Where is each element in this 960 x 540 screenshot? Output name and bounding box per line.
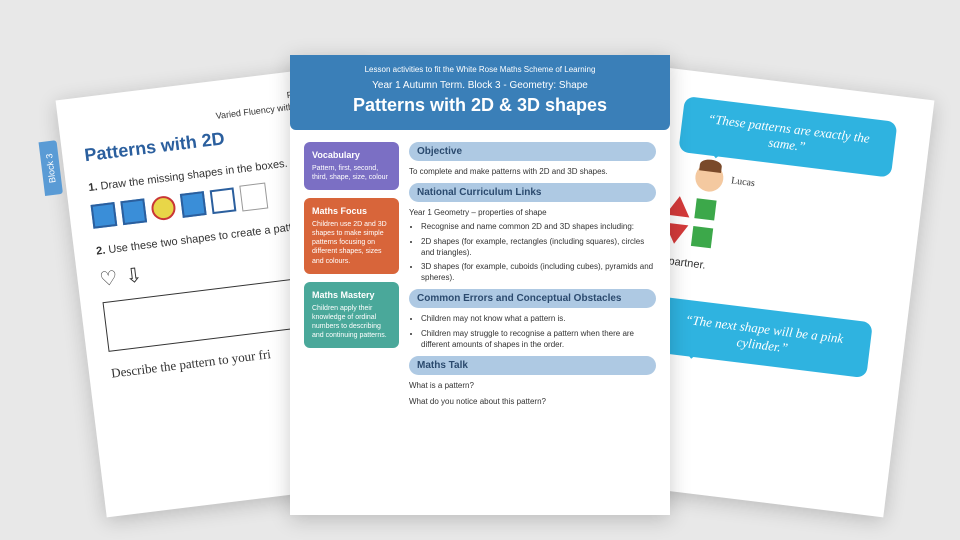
avatar-name: Lucas — [731, 175, 756, 189]
ncl-bullet: 2D shapes (for example, rectangles (incl… — [421, 236, 656, 258]
vocab-card: Vocabulary Pattern, first, second, third… — [304, 142, 399, 190]
mastery-card: Maths Mastery Children apply their knowl… — [304, 282, 399, 348]
square-green — [694, 198, 716, 220]
errors-heading: Common Errors and Conceptual Obstacles — [409, 289, 656, 308]
arrow-down-icon: ⇩ — [124, 262, 144, 289]
answer-box — [239, 183, 268, 212]
mastery-text: Children apply their knowledge of ordina… — [312, 304, 391, 340]
ncl-body: Year 1 Geometry – properties of shape Re… — [409, 207, 656, 283]
mastery-heading: Maths Mastery — [312, 290, 391, 300]
speech-bubble-2: “The next shape will be a pink cylinder.… — [654, 297, 873, 379]
heart-icon: ♡ — [98, 265, 119, 292]
lesson-plan-center: Lesson activities to fit the White Rose … — [290, 55, 670, 515]
focus-heading: Maths Focus — [312, 206, 391, 216]
objective-heading: Objective — [409, 142, 656, 161]
center-title: Patterns with 2D & 3D shapes — [308, 95, 652, 116]
talk-q2: What do you notice about this pattern? — [409, 396, 656, 407]
talk-heading: Maths Talk — [409, 356, 656, 375]
ncl-heading: National Curriculum Links — [409, 183, 656, 202]
circle-yellow — [150, 195, 177, 222]
center-sidebar: Vocabulary Pattern, first, second, third… — [304, 142, 399, 407]
avatar-face-icon — [694, 162, 725, 193]
talk-q1: What is a pattern? — [409, 380, 656, 391]
focus-text: Children use 2D and 3D shapes to make si… — [312, 220, 391, 265]
errors-bullet: Children may not know what a pattern is. — [421, 313, 656, 324]
square-blue — [120, 198, 147, 225]
objective-text: To complete and make patterns with 2D an… — [409, 166, 656, 177]
block-tab: Block 3 — [39, 141, 63, 196]
errors-body: Children may not know what a pattern is.… — [409, 313, 656, 350]
ncl-lead: Year 1 Geometry – properties of shape — [409, 208, 547, 217]
vocab-text: Pattern, first, second, third, shape, si… — [312, 164, 391, 182]
focus-card: Maths Focus Children use 2D and 3D shape… — [304, 198, 399, 273]
center-body: Vocabulary Pattern, first, second, third… — [290, 130, 670, 419]
square-blue — [180, 191, 207, 218]
ncl-bullet: 3D shapes (for example, cuboids (includi… — [421, 261, 656, 283]
year-text: Year 1 Autumn Term. Block 3 - Geometry: … — [308, 80, 652, 91]
ncl-bullet: Recognise and name common 2D and 3D shap… — [421, 221, 656, 232]
square-empty — [210, 187, 237, 214]
square-green — [691, 226, 713, 248]
scheme-text: Lesson activities to fit the White Rose … — [308, 65, 652, 74]
errors-bullet: Children may struggle to recognise a pat… — [421, 328, 656, 350]
center-header: Lesson activities to fit the White Rose … — [290, 55, 670, 130]
center-main: Objective To complete and make patterns … — [409, 142, 656, 407]
square-blue — [91, 202, 118, 229]
vocab-heading: Vocabulary — [312, 150, 391, 160]
